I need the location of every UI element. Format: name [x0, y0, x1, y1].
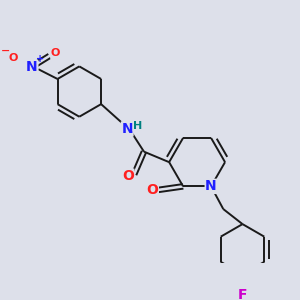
Text: N: N: [205, 179, 217, 194]
Text: O: O: [51, 49, 60, 58]
Text: F: F: [238, 288, 247, 300]
Text: +: +: [36, 54, 44, 64]
Text: H: H: [133, 121, 142, 131]
Text: −: −: [1, 46, 10, 56]
Text: O: O: [8, 53, 17, 63]
Text: O: O: [146, 183, 158, 197]
Text: O: O: [122, 169, 134, 183]
Text: N: N: [26, 60, 38, 74]
Text: N: N: [122, 122, 133, 136]
